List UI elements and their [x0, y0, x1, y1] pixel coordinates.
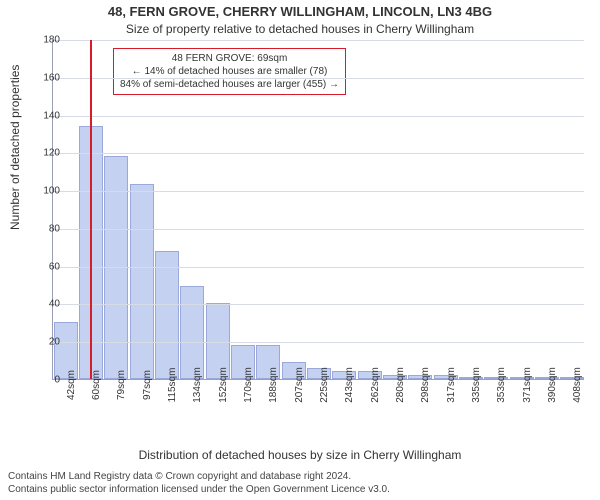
- y-tick-label: 160: [32, 72, 60, 83]
- x-tick-label: 188sqm: [268, 367, 279, 403]
- gridline: [53, 267, 584, 268]
- y-tick-label: 100: [32, 186, 60, 197]
- bar: [180, 286, 204, 379]
- x-tick-label: 225sqm: [319, 367, 330, 403]
- y-tick-label: 120: [32, 148, 60, 159]
- annotation-box: 48 FERN GROVE: 69sqm ← 14% of detached h…: [113, 48, 346, 95]
- x-tick-label: 298sqm: [420, 367, 431, 403]
- gridline: [53, 153, 584, 154]
- footer-line2: Contains public sector information licen…: [8, 484, 592, 497]
- footer: Contains HM Land Registry data © Crown c…: [8, 471, 592, 496]
- gridline: [53, 191, 584, 192]
- y-axis-label: Number of detached properties: [8, 65, 22, 230]
- x-tick-label: 42sqm: [66, 370, 77, 400]
- footer-line1: Contains HM Land Registry data © Crown c…: [8, 471, 592, 484]
- gridline: [53, 342, 584, 343]
- gridline: [53, 304, 584, 305]
- x-tick-label: 60sqm: [91, 370, 102, 400]
- x-tick-label: 207sqm: [294, 367, 305, 403]
- bar: [130, 184, 154, 379]
- gridline: [53, 116, 584, 117]
- x-tick-label: 371sqm: [522, 367, 533, 403]
- x-tick-label: 335sqm: [471, 367, 482, 403]
- chart-title: 48, FERN GROVE, CHERRY WILLINGHAM, LINCO…: [0, 4, 600, 19]
- annotation-line3: 84% of semi-detached houses are larger (…: [120, 78, 339, 91]
- gridline: [53, 229, 584, 230]
- x-tick-label: 152sqm: [218, 367, 229, 403]
- x-tick-label: 317sqm: [446, 367, 457, 403]
- gridline: [53, 78, 584, 79]
- chart-container: 48, FERN GROVE, CHERRY WILLINGHAM, LINCO…: [0, 0, 600, 500]
- y-tick-label: 40: [32, 299, 60, 310]
- x-axis-label: Distribution of detached houses by size …: [0, 448, 600, 462]
- gridline: [53, 40, 584, 41]
- x-tick-label: 134sqm: [192, 367, 203, 403]
- y-tick-label: 140: [32, 110, 60, 121]
- x-tick-label: 115sqm: [167, 368, 178, 403]
- x-tick-label: 170sqm: [243, 367, 254, 403]
- chart-subtitle: Size of property relative to detached ho…: [0, 22, 600, 36]
- annotation-line1: 48 FERN GROVE: 69sqm: [120, 52, 339, 65]
- y-tick-label: 180: [32, 35, 60, 46]
- y-tick-label: 0: [32, 375, 60, 386]
- x-tick-label: 353sqm: [496, 367, 507, 403]
- y-tick-label: 80: [32, 223, 60, 234]
- x-tick-label: 79sqm: [116, 370, 127, 400]
- x-tick-label: 390sqm: [547, 367, 558, 403]
- y-tick-label: 60: [32, 261, 60, 272]
- annotation-line2: ← 14% of detached houses are smaller (78…: [120, 65, 339, 78]
- x-tick-label: 262sqm: [370, 367, 381, 403]
- bar: [155, 251, 179, 379]
- x-tick-label: 280sqm: [395, 367, 406, 403]
- x-tick-label: 97sqm: [142, 370, 153, 400]
- plot-area: 48 FERN GROVE: 69sqm ← 14% of detached h…: [52, 40, 584, 380]
- marker-line: [90, 40, 92, 379]
- x-tick-label: 243sqm: [344, 367, 355, 403]
- y-tick-label: 20: [32, 337, 60, 348]
- x-tick-label: 408sqm: [572, 367, 583, 403]
